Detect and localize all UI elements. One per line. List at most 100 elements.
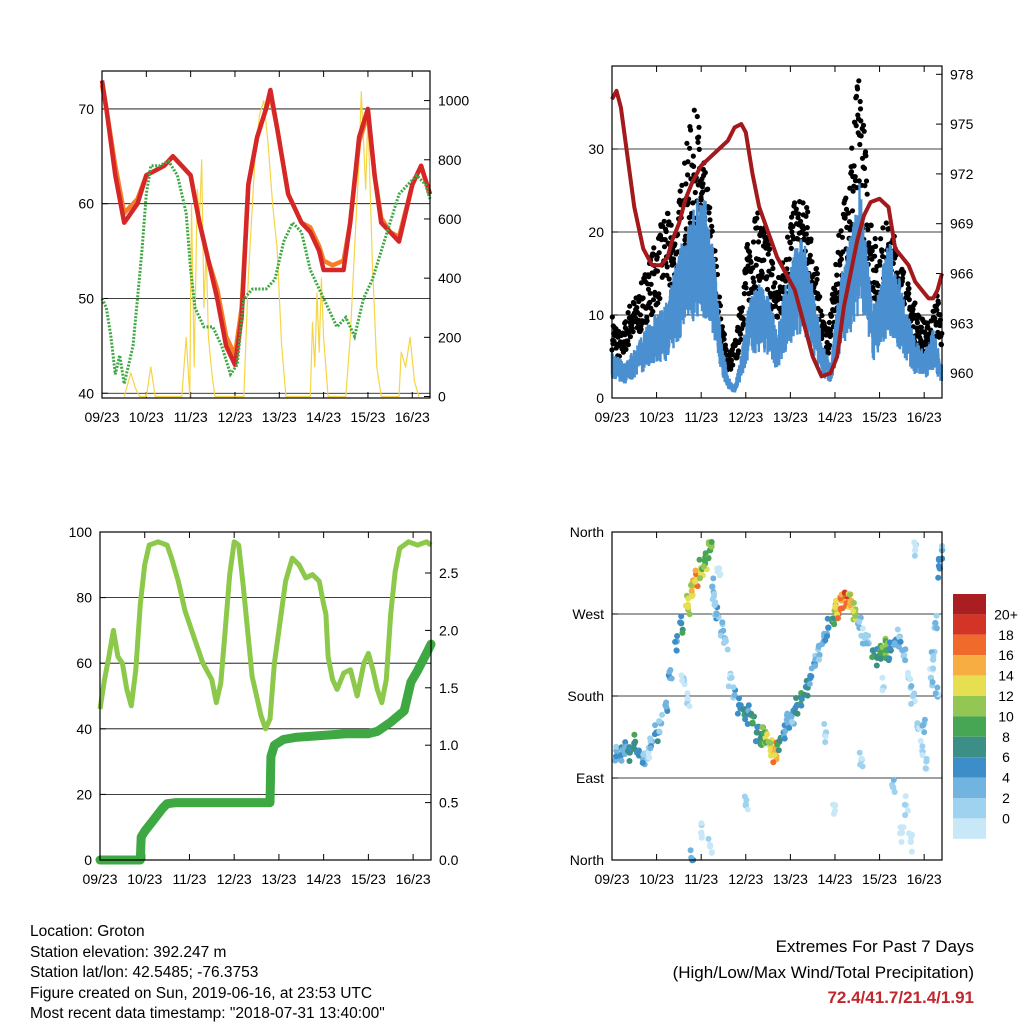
plot-frame <box>611 65 943 399</box>
y-right-tick-label: 978 <box>950 66 974 82</box>
gust-point <box>716 294 723 300</box>
direction-point <box>686 611 693 618</box>
gust-point <box>671 261 677 267</box>
gust-point <box>792 200 798 206</box>
direction-point <box>894 626 901 633</box>
direction-point <box>708 539 715 545</box>
y-right-tick-label: 1.0 <box>439 737 459 753</box>
gust-point <box>738 336 744 343</box>
gust-point <box>901 269 907 275</box>
direction-point <box>816 656 822 663</box>
chart-panel-1: 40 50 60 70 0 200 400 600 800 1000 09/23 10/23 11/23… <box>78 70 469 425</box>
gust-point <box>805 209 811 215</box>
legend-swatch <box>953 594 986 615</box>
gust-point <box>853 123 859 129</box>
direction-point <box>617 753 624 760</box>
direction-point <box>679 677 686 684</box>
gust-point <box>661 244 668 250</box>
direction-point <box>705 835 712 842</box>
direction-point <box>679 629 686 636</box>
gust-point <box>765 242 772 248</box>
gust-point <box>861 128 867 134</box>
gust-point <box>691 107 697 113</box>
direction-point <box>852 613 859 619</box>
gust-point <box>625 310 631 316</box>
x-tick-label: 10/23 <box>639 409 674 425</box>
direction-point <box>720 627 727 634</box>
gust-point <box>769 272 775 278</box>
direction-point <box>663 699 670 706</box>
direction-point <box>911 552 918 559</box>
gust-point <box>856 178 862 184</box>
gust-point <box>662 237 668 243</box>
gust-point <box>655 300 661 306</box>
extremes-title: Extremes For Past 7 Days <box>775 937 974 956</box>
direction-point <box>744 721 751 727</box>
gust-point <box>637 312 644 318</box>
x-tick-label: 09/23 <box>594 409 629 425</box>
direction-point <box>807 672 814 679</box>
direction-point <box>622 739 629 746</box>
gust-point <box>627 334 634 340</box>
y-right-tick-label: 400 <box>438 270 462 286</box>
x-tick-label: 14/23 <box>306 871 341 887</box>
direction-point <box>869 654 876 661</box>
gust-point <box>877 258 883 265</box>
y-tick-label: 40 <box>78 385 94 401</box>
direction-point <box>724 646 731 653</box>
gust-point <box>827 342 833 348</box>
direction-point <box>912 543 919 549</box>
x-tick-label: 15/23 <box>351 871 386 887</box>
legend-swatch <box>953 798 986 819</box>
direction-point <box>702 550 709 557</box>
gust-point <box>646 274 652 280</box>
direction-point <box>711 591 718 597</box>
direction-point <box>891 640 898 647</box>
x-tick-label: 11/23 <box>684 409 718 425</box>
x-tick-label: 12/23 <box>217 409 252 425</box>
x-tick-label: 13/23 <box>262 409 297 425</box>
gust-point <box>912 300 918 306</box>
gust-point <box>800 200 806 206</box>
gust-point <box>790 223 796 230</box>
gust-point <box>785 234 791 240</box>
direction-point <box>725 683 732 690</box>
x-tick-label: 12/23 <box>728 871 763 887</box>
direction-point <box>684 690 691 697</box>
direction-point <box>744 806 751 813</box>
gust-point <box>625 342 632 348</box>
gust-point <box>843 195 849 201</box>
legend-label: 10 <box>998 708 1014 724</box>
gust-point <box>747 253 753 259</box>
legend-label: 0 <box>1002 810 1010 826</box>
gust-point <box>627 303 633 309</box>
legend-swatch <box>953 736 986 758</box>
gust-point <box>685 172 691 178</box>
gust-point <box>854 185 860 191</box>
direction-point <box>930 653 937 659</box>
station-latlon: Station lat/lon: 42.5485; -76.3753 <box>30 964 259 981</box>
direction-point <box>692 567 699 574</box>
gust-point <box>853 93 860 99</box>
gust-point <box>804 225 810 231</box>
legend-label: 18 <box>998 627 1014 643</box>
gust-point <box>692 189 698 196</box>
series-rh-line <box>97 539 433 732</box>
gust-point <box>769 260 776 266</box>
legend-swatch <box>953 675 986 696</box>
direction-point <box>786 724 793 731</box>
gust-point <box>707 205 713 211</box>
gust-point <box>863 178 870 184</box>
gust-point <box>645 286 652 292</box>
direction-point <box>613 753 619 760</box>
gust-point <box>657 295 663 302</box>
x-tick-label: 15/23 <box>862 871 897 887</box>
direction-point <box>700 563 707 570</box>
gust-point <box>849 208 856 214</box>
direction-point <box>909 831 916 838</box>
direction-point <box>832 603 839 609</box>
direction-point <box>905 807 911 814</box>
y-tick-label: 70 <box>78 101 94 117</box>
gust-point <box>728 357 735 363</box>
y-tick-label: 50 <box>78 290 94 306</box>
